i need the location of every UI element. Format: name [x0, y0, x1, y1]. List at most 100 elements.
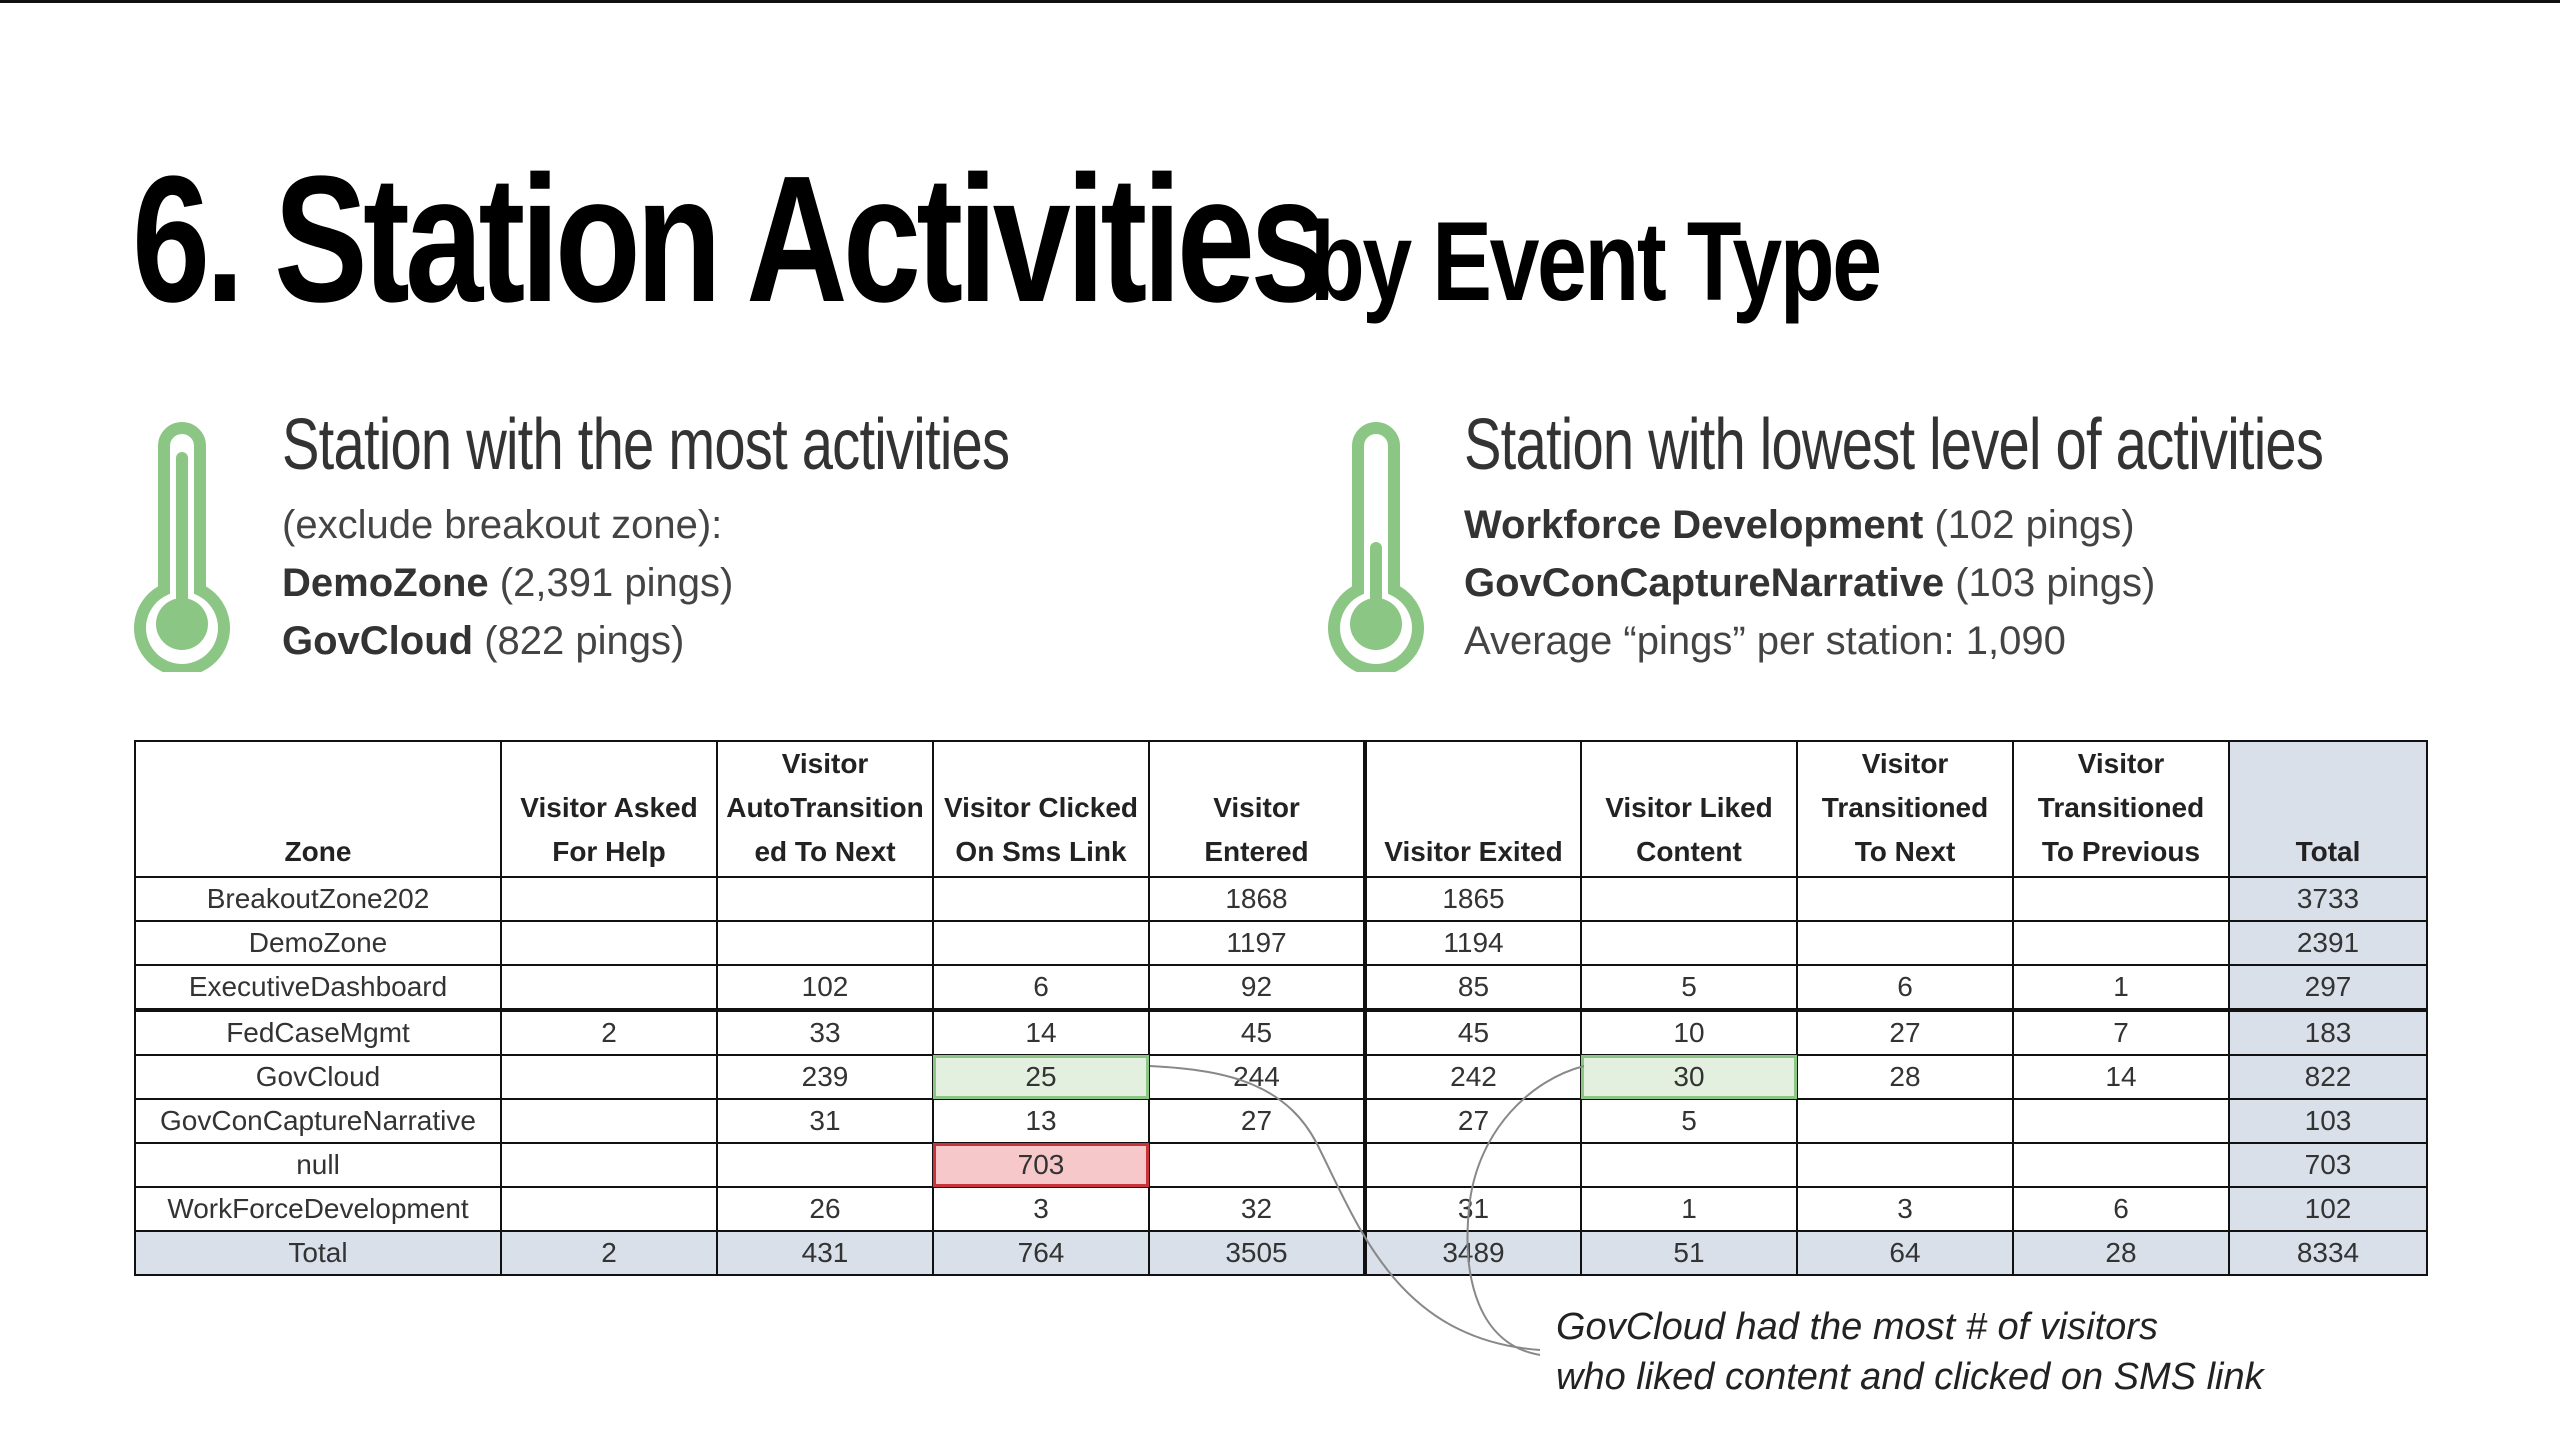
value-cell [716, 1142, 934, 1188]
station-activity-table: Zone Visitor Asked For Help Visitor AutoTran… [134, 740, 2428, 1276]
value-cell [2012, 920, 2230, 966]
column-header-line: ed To Next [754, 836, 896, 867]
annotation-line-1: GovCloud had the most # of visitors [1556, 1306, 2158, 1348]
value-cell [1796, 920, 2014, 966]
value-cell: 6 [2012, 1186, 2230, 1232]
value-cell [716, 920, 934, 966]
value-cell [500, 1098, 718, 1144]
value-cell: 14 [2012, 1054, 2230, 1100]
column-header-3: Visitor Clicked On Sms Link [932, 740, 1150, 878]
value-cell: 28 [1796, 1054, 2014, 1100]
column-header-1: Visitor Asked For Help [500, 740, 718, 878]
title-sub: by Event Type [1310, 199, 1882, 324]
left-line-3-rest: (822 pings) [473, 619, 685, 663]
value-cell: 33 [716, 1009, 934, 1056]
value-cell [500, 1142, 718, 1188]
column-header-line: Visitor [1213, 792, 1300, 823]
value-cell: 31 [716, 1098, 934, 1144]
right-panel-heading: Station with lowest level of activities [1464, 405, 2324, 485]
value-cell: 239 [716, 1054, 934, 1100]
column-header-line: Visitor Clicked [943, 792, 1138, 823]
top-rule [0, 0, 2560, 3]
value-cell: 431 [716, 1230, 934, 1276]
left-line-3: GovCloud (822 pings) [282, 616, 1214, 666]
value-cell [1364, 1142, 1582, 1188]
value-cell: 244 [1148, 1054, 1367, 1100]
value-cell: 28 [2012, 1230, 2230, 1276]
zone-cell: GovCloud [134, 1054, 502, 1100]
value-cell: 3505 [1148, 1230, 1367, 1276]
right-line-3: Average “pings” per station: 1,090 [1464, 619, 2066, 663]
value-cell [1796, 1098, 2014, 1144]
right-line-1-bold: Workforce Development [1464, 503, 1924, 547]
column-header-line: Visitor Exited [1384, 836, 1563, 867]
value-cell: 242 [1364, 1054, 1582, 1100]
value-cell: 7 [2012, 1009, 2230, 1056]
value-cell: 31 [1364, 1186, 1582, 1232]
value-cell: 102 [716, 964, 934, 1012]
value-cell [1148, 1142, 1367, 1188]
value-cell: 703 [932, 1142, 1150, 1188]
value-cell [2012, 1098, 2230, 1144]
value-cell: 92 [1148, 964, 1367, 1012]
table-row: FedCaseMgmt 2 33 14 45 45 10 27 7 183 [134, 1009, 2428, 1056]
table-row: BreakoutZone202 1868 1865 3733 [134, 876, 2428, 922]
value-cell: 102 [2228, 1186, 2428, 1232]
left-line-3-bold: GovCloud [282, 619, 474, 663]
left-panel: Station with the most activities (exclud… [282, 404, 1214, 666]
value-cell: 64 [1796, 1230, 2014, 1276]
value-cell: 1865 [1364, 876, 1582, 922]
right-panel: Station with lowest level of activities … [1464, 404, 2560, 666]
column-header-line: For Help [552, 836, 666, 867]
column-header-line: Visitor [1861, 748, 1949, 779]
value-cell: 30 [1580, 1054, 1798, 1100]
column-header-5: Visitor Exited [1364, 740, 1582, 878]
column-header-line: Visitor [2077, 748, 2165, 779]
value-cell [2012, 1142, 2230, 1188]
column-header-line: Transitioned [1821, 792, 1989, 823]
column-header-4: Visitor Entered [1148, 740, 1367, 878]
value-cell [500, 1186, 718, 1232]
value-cell: 1 [1580, 1186, 1798, 1232]
zone-cell: BreakoutZone202 [134, 876, 502, 922]
value-cell: 45 [1364, 1009, 1582, 1056]
zone-cell: FedCaseMgmt [134, 1009, 502, 1056]
table-row: GovCloud 239 25 244 242 30 28 14 822 [134, 1054, 2428, 1100]
value-cell: 10 [1580, 1009, 1798, 1056]
column-header-line: AutoTransition [726, 792, 924, 823]
value-cell: 25 [932, 1054, 1150, 1100]
value-cell: 26 [716, 1186, 934, 1232]
value-cell: 5 [1580, 1098, 1798, 1144]
value-cell: 183 [2228, 1009, 2428, 1056]
value-cell: 2391 [2228, 920, 2428, 966]
value-cell: 822 [2228, 1054, 2428, 1100]
column-header-2: Visitor AutoTransition ed To Next [716, 740, 934, 878]
zone-cell: null [134, 1142, 502, 1188]
value-cell: 14 [932, 1009, 1150, 1056]
column-header-line: Visitor Liked [1605, 792, 1773, 823]
value-cell: 3 [1796, 1186, 2014, 1232]
column-header-line: Visitor Asked [520, 792, 698, 823]
value-cell [1796, 1142, 2014, 1188]
value-cell: 51 [1580, 1230, 1798, 1276]
value-cell: 2 [500, 1230, 718, 1276]
value-cell: 27 [1364, 1098, 1582, 1144]
value-cell: 1197 [1148, 920, 1367, 966]
value-cell [932, 876, 1150, 922]
value-cell: 1194 [1364, 920, 1582, 966]
value-cell: 8334 [2228, 1230, 2428, 1276]
value-cell: 703 [2228, 1142, 2428, 1188]
value-cell [500, 920, 718, 966]
right-line-1-rest: (102 pings) [1923, 503, 2135, 547]
column-header-8: Visitor Transitioned To Previous [2012, 740, 2230, 878]
column-header-line: Zone [284, 836, 352, 867]
table-row: null 703 703 [134, 1142, 2428, 1188]
thermometer-high-icon [134, 422, 230, 672]
value-cell: 5 [1580, 964, 1798, 1012]
column-header-line: Entered [1204, 836, 1309, 867]
zone-cell: Total [134, 1230, 502, 1276]
thermometer-low-icon [1328, 422, 1424, 672]
value-cell: 45 [1148, 1009, 1367, 1056]
left-line-2-bold: DemoZone [282, 561, 489, 605]
column-header-0: Zone [134, 740, 502, 878]
